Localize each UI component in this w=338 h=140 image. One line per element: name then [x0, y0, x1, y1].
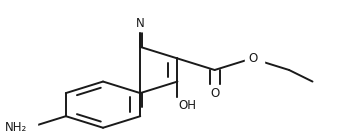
Polygon shape [4, 120, 37, 136]
Text: N: N [136, 17, 145, 30]
Text: O: O [249, 52, 258, 65]
Polygon shape [132, 16, 148, 32]
Polygon shape [171, 98, 198, 113]
Polygon shape [205, 85, 224, 101]
Text: NH₂: NH₂ [5, 121, 27, 134]
Text: OH: OH [179, 99, 197, 112]
Text: O: O [210, 87, 219, 100]
Polygon shape [245, 51, 264, 66]
